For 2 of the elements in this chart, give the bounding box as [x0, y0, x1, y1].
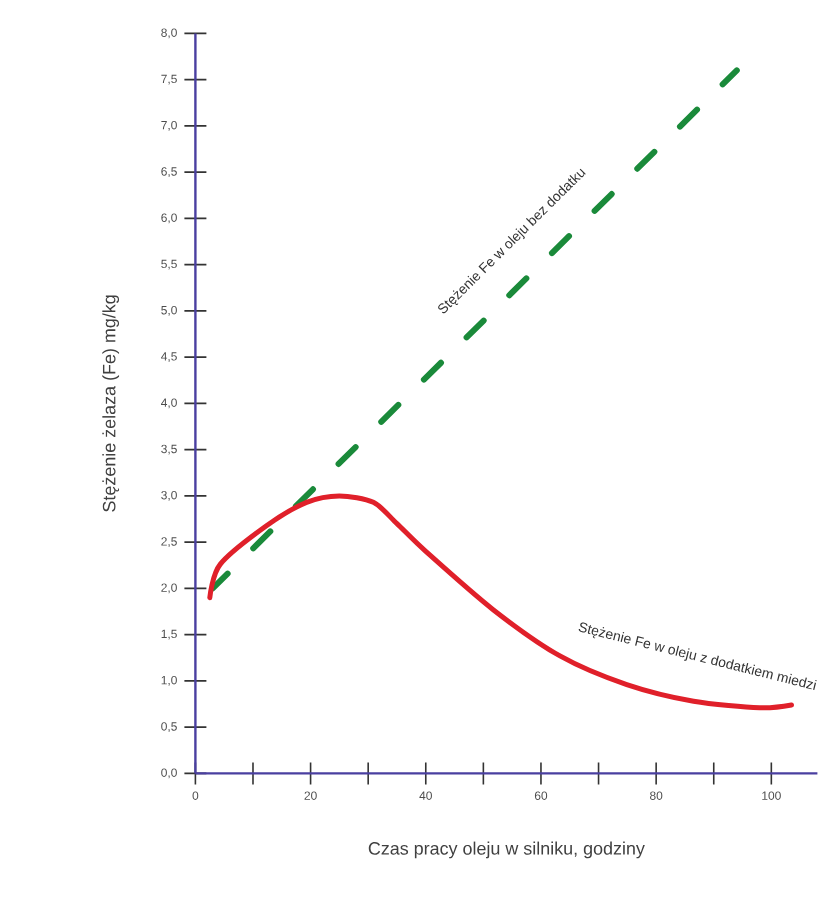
- y-axis-title: Stężenie żelaza (Fe) mg/kg: [102, 295, 120, 512]
- x-axis-title: Czas pracy oleju w silniku, godziny: [368, 841, 645, 859]
